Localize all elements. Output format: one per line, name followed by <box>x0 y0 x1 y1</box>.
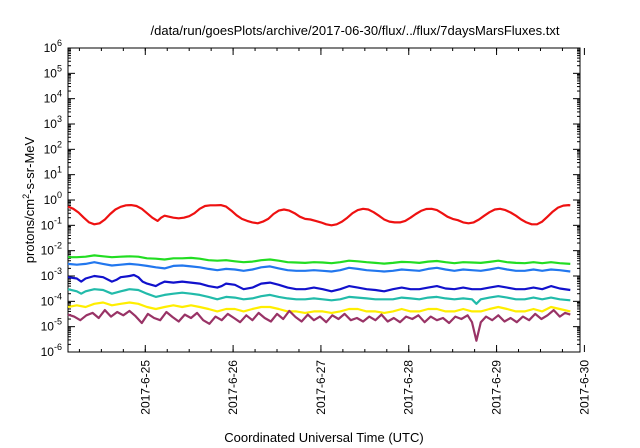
y-axis: 10-6 10-5 10-4 10-3 10-2 10-1 100 101 102 103 104 1… <box>41 38 580 359</box>
series-group <box>67 204 571 342</box>
series-line-4 <box>67 273 571 293</box>
series-line-2 <box>68 254 571 265</box>
y-tick-label: 10-2 <box>41 241 62 258</box>
x-tick-label: 2017-6-26 <box>226 360 240 415</box>
y-axis-label: protons/cm2-s-sr-MeV <box>21 136 37 263</box>
y-tick-label: 10-6 <box>41 342 62 359</box>
series-line-6 <box>67 301 571 314</box>
series-line-3 <box>67 261 571 273</box>
series-line-7 <box>67 309 571 342</box>
series-line-5 <box>67 288 571 305</box>
y-tick-label: 106 <box>44 38 62 55</box>
y-tick-label: 105 <box>44 63 62 80</box>
y-tick-label: 102 <box>44 139 62 156</box>
x-tick-label: 2017-6-30 <box>577 360 591 415</box>
chart-title: /data/run/goesPlots/archive/2017-06-30/f… <box>151 23 560 38</box>
x-tick-label: 2017-6-25 <box>138 360 152 415</box>
y-tick-label: 100 <box>44 190 62 207</box>
y-tick-label: 104 <box>44 89 62 106</box>
y-tick-label: 101 <box>44 165 62 182</box>
x-tick-label: 2017-6-27 <box>314 360 328 415</box>
y-tick-label: 10-1 <box>41 215 62 232</box>
y-tick-label: 10-4 <box>41 291 62 308</box>
y-tick-label: 10-5 <box>41 317 62 334</box>
series-line-1 <box>67 204 571 227</box>
x-tick-label: 2017-6-29 <box>490 360 504 415</box>
x-tick-label: 2017-6-28 <box>402 360 416 415</box>
y-tick-label: 10-3 <box>41 266 62 283</box>
x-axis-label: Coordinated Universal Time (UTC) <box>224 430 423 445</box>
x-axis: 2017-6-25 2017-6-26 2017-6-27 2017-6-28 2017… <box>78 48 591 415</box>
y-tick-label: 103 <box>44 114 62 131</box>
